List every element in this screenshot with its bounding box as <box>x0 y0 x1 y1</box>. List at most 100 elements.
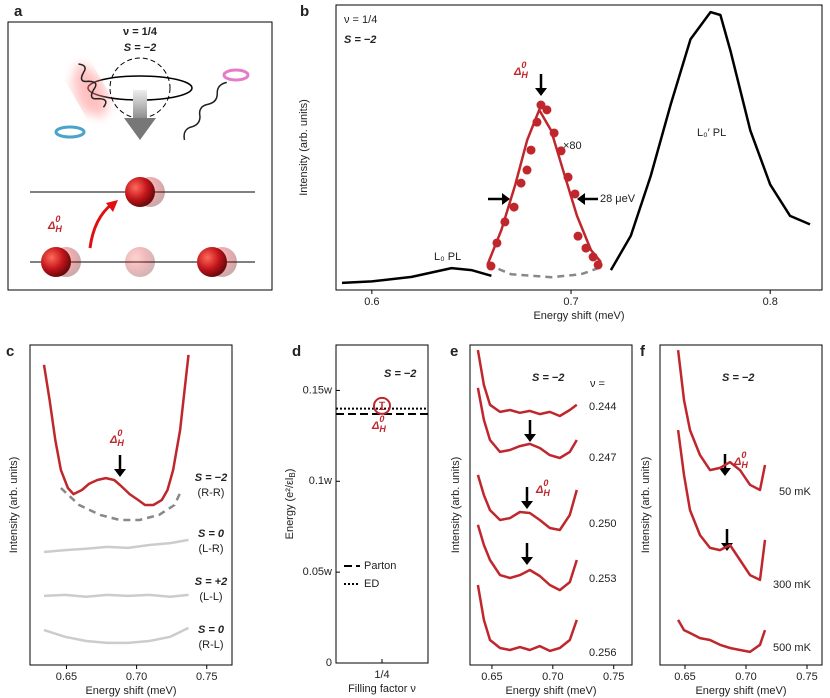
x-tick-label: 0.7 <box>563 296 578 308</box>
x-tick-label: 0.65 <box>674 671 695 683</box>
quasiparticle <box>197 247 227 277</box>
series-label: 300 mK <box>773 579 812 591</box>
annotation: S = −2 <box>532 372 564 384</box>
delta-label: Δ0 H <box>109 428 124 448</box>
data-line <box>476 524 578 592</box>
delta-label: Δ0 H <box>47 214 62 234</box>
data-point <box>593 260 603 270</box>
delta-base: Δ <box>371 420 379 432</box>
filling-label: ν = 1/4 <box>123 26 158 38</box>
y-tick-label: 0.05w <box>303 566 332 578</box>
x-axis-label: Energy shift (meV) <box>85 685 176 697</box>
panel-a: a ν = 1/4 S = −2 Δ0 H <box>7 3 273 291</box>
arrow-head <box>502 193 510 205</box>
quasiparticle <box>125 177 155 207</box>
series-label: S = 0 <box>198 528 225 540</box>
delta-base: Δ <box>47 220 55 232</box>
x-tick-label: 0.75 <box>196 671 217 683</box>
annotation: L₀′ PL <box>697 127 726 139</box>
excitation-arrowhead <box>106 200 118 212</box>
series-sublabel: (R-L) <box>198 639 223 651</box>
series-label: S = 0 <box>198 624 225 636</box>
plot-frame <box>469 344 633 666</box>
plot-frame <box>659 344 823 666</box>
plot-frame <box>29 344 233 666</box>
spin-label: S = −2 <box>124 42 156 54</box>
x-tick-label: 0.75 <box>603 671 624 683</box>
data-point <box>542 105 552 115</box>
series-label: 500 mK <box>773 642 812 654</box>
panel-frame <box>7 21 273 291</box>
delta-sub: H <box>543 488 550 498</box>
panel-letter: e <box>450 343 458 360</box>
x-tick-label: 0.75 <box>796 671 817 683</box>
series-label: 50 mK <box>779 486 811 498</box>
x-tick-label: 0.65 <box>56 671 77 683</box>
x-axis-label: Energy shift (meV) <box>505 685 596 697</box>
data-point <box>536 100 546 110</box>
data-line <box>676 349 767 492</box>
series-sublabel: (L-R) <box>198 543 223 555</box>
annotation: ν = <box>590 378 605 390</box>
data-point <box>556 146 566 156</box>
data-point <box>522 165 532 175</box>
data-point <box>486 261 496 271</box>
annotation: L₀ PL <box>434 251 461 263</box>
polarization <box>54 125 86 139</box>
quasiparticle <box>41 247 71 277</box>
delta-label: Δ0 H <box>371 414 386 434</box>
panel-letter: c <box>6 343 14 360</box>
data-point <box>526 145 536 155</box>
data-line <box>476 474 579 532</box>
delta-sup: 0 <box>117 428 122 438</box>
data-line <box>677 619 767 654</box>
series-label: 0.253 <box>589 573 617 585</box>
data-point <box>581 243 591 253</box>
delta-label: Δ0 H <box>535 478 550 498</box>
data-line <box>43 538 189 554</box>
delta-base: Δ <box>733 456 741 468</box>
data-line <box>43 626 190 645</box>
data-line <box>42 354 190 507</box>
y-axis-label: Intensity (arb. units) <box>640 457 652 554</box>
excitation-arrow <box>88 202 113 249</box>
arrow-head <box>524 434 536 442</box>
delta-sup: 0 <box>55 214 60 224</box>
y-axis-label-end: ) <box>284 469 296 473</box>
spin-arrow-shaft <box>133 90 147 120</box>
data-point <box>516 178 526 188</box>
photon-glow <box>67 63 114 119</box>
annotation: 28 μeV <box>600 193 636 205</box>
delta-base: Δ <box>513 66 521 78</box>
data-point <box>563 172 573 182</box>
x-tick-label: 0.70 <box>735 671 756 683</box>
x-tick-label: 0.65 <box>481 671 502 683</box>
arrow-head <box>535 88 547 96</box>
data-line <box>341 266 492 285</box>
data-line <box>486 263 602 279</box>
series-label: 0.247 <box>589 452 617 464</box>
delta-sup: 0 <box>521 60 526 70</box>
y-axis-label-sub: B <box>288 472 297 477</box>
annotation: S = −2 <box>344 34 376 46</box>
data-line <box>60 487 183 522</box>
data-point <box>573 231 583 241</box>
delta-sup: 0 <box>543 478 548 488</box>
series-sublabel: (R-R) <box>198 487 225 499</box>
data-point <box>532 117 542 127</box>
data-point <box>500 217 510 227</box>
series-label: 0.244 <box>589 401 617 413</box>
panel-letter: f <box>640 343 646 360</box>
data-line <box>486 108 602 266</box>
panel-letter: d <box>292 343 301 360</box>
arrow-head <box>521 557 533 565</box>
spin-arrow-head <box>124 118 156 140</box>
dashed-sphere <box>109 57 171 119</box>
data-line <box>476 387 578 460</box>
legend-label: Parton <box>364 560 396 572</box>
data-point <box>588 252 598 262</box>
plot-frame <box>335 4 823 291</box>
data-line <box>676 429 767 582</box>
annotation: ν = 1/4 <box>344 14 377 26</box>
